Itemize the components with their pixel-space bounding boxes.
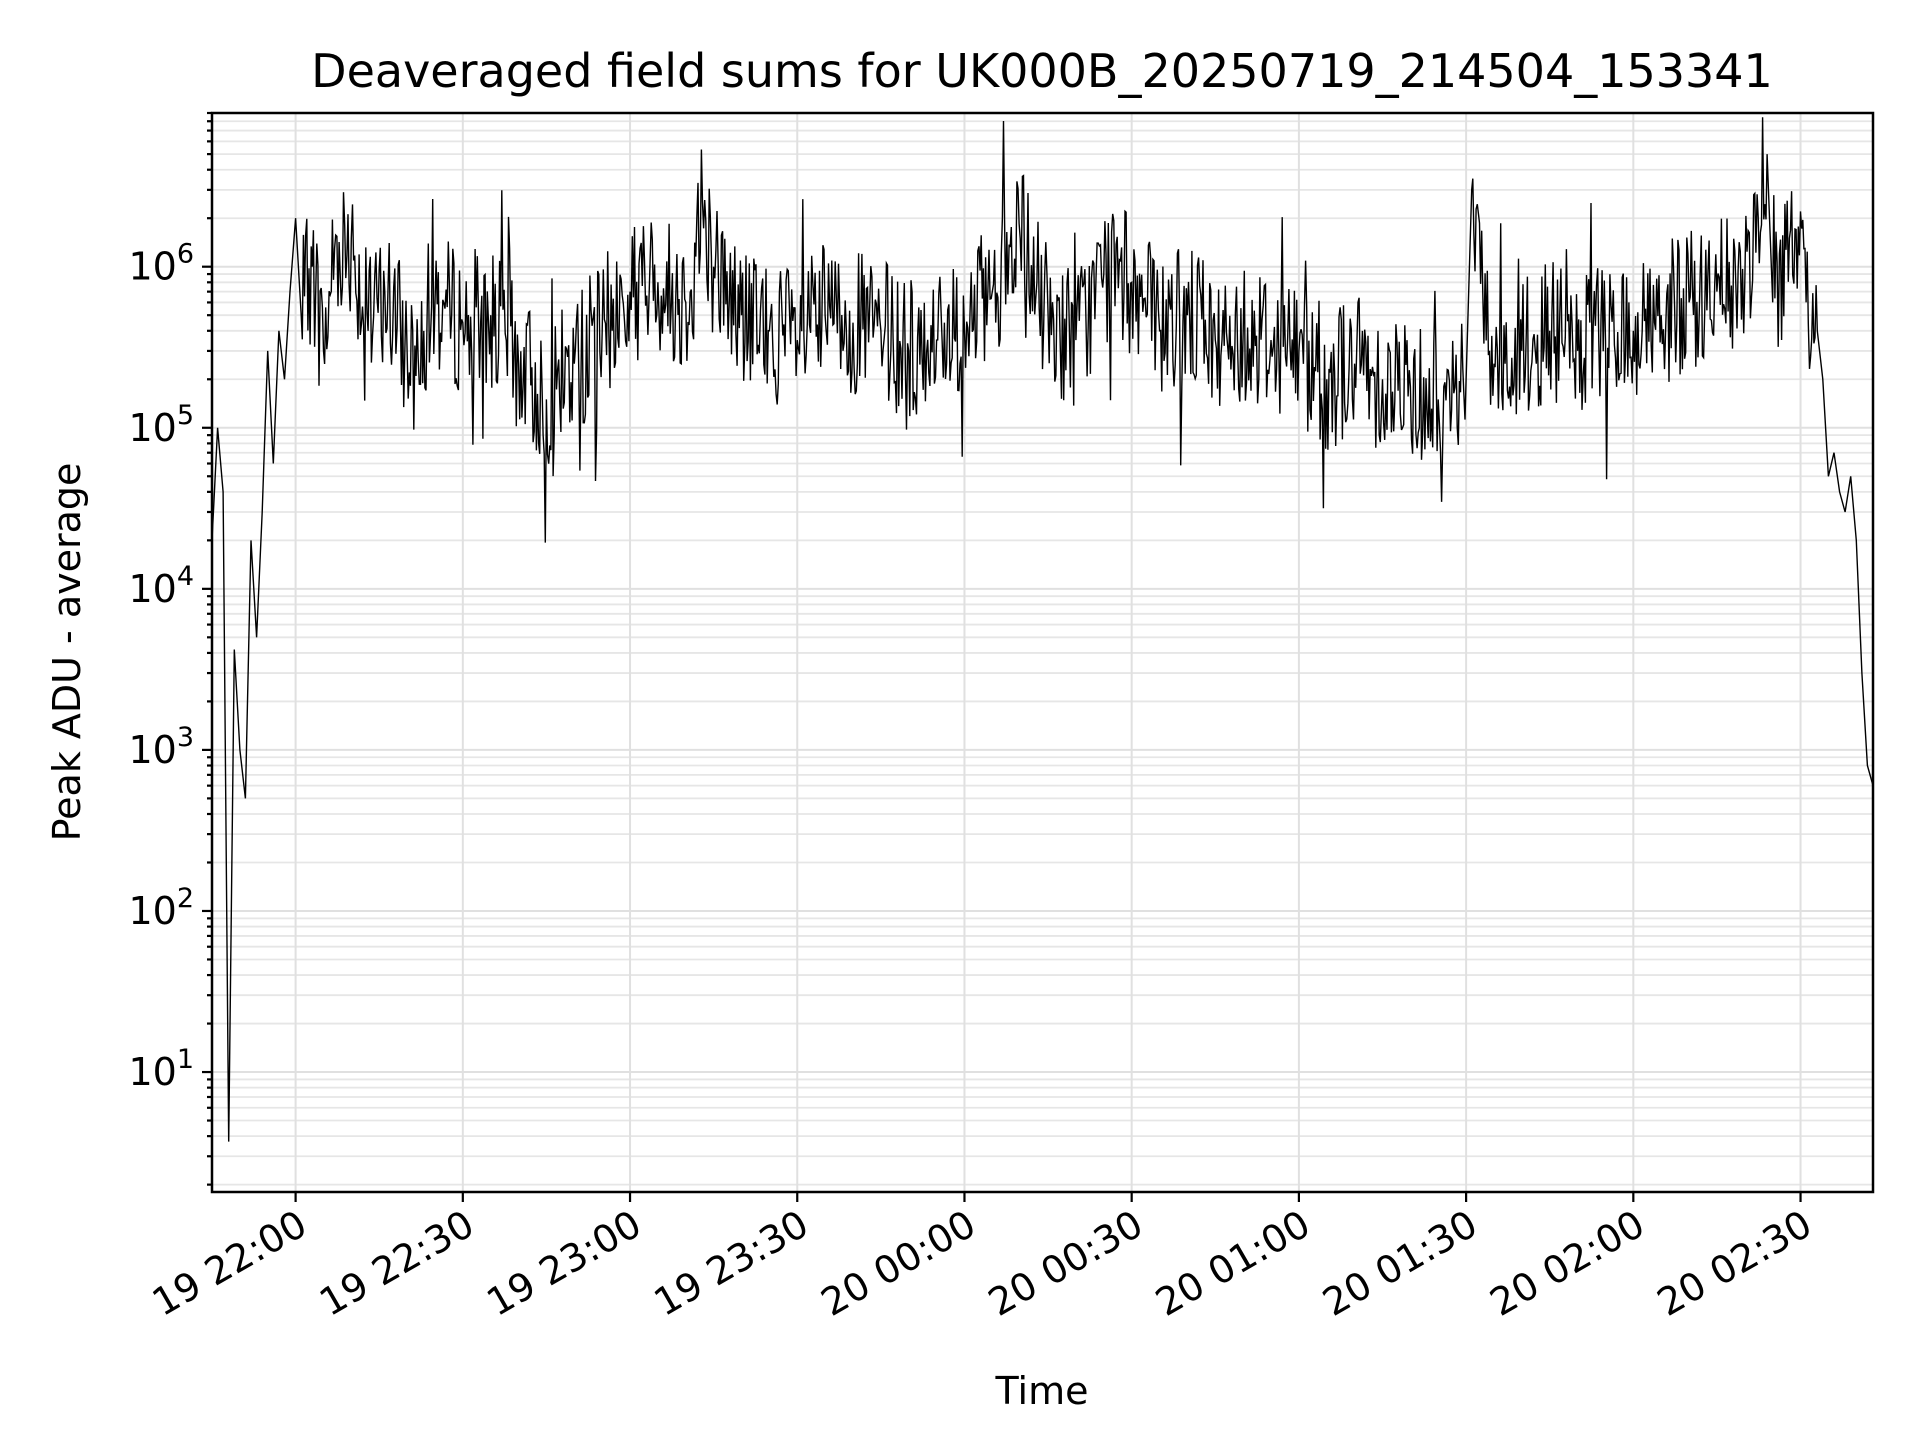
y-tick-label: 105 <box>128 400 194 450</box>
y-tick-base: 10 <box>128 728 176 772</box>
y-tick-base: 10 <box>128 889 176 933</box>
y-tick-label: 101 <box>128 1044 194 1094</box>
chart-title: Deaveraged field sums for UK000B_2025071… <box>311 44 1773 98</box>
grid <box>212 112 1873 1192</box>
y-tick-exponent: 5 <box>177 400 194 431</box>
y-tick-label: 102 <box>128 883 194 933</box>
y-tick-base: 10 <box>128 245 176 289</box>
y-tick-label: 104 <box>128 561 194 611</box>
y-tick-base: 10 <box>128 1050 176 1094</box>
y-tick-label: 103 <box>128 722 194 772</box>
data-series-line <box>211 117 1874 1142</box>
series-layer <box>211 117 1874 1142</box>
x-axis-label: Time <box>995 1369 1089 1413</box>
y-tick-label: 106 <box>128 239 194 289</box>
y-tick-exponent: 6 <box>177 239 194 270</box>
y-tick-exponent: 2 <box>177 883 194 914</box>
y-tick-base: 10 <box>128 406 176 450</box>
y-tick-base: 10 <box>128 567 176 611</box>
y-tick-exponent: 3 <box>177 722 194 753</box>
y-tick-exponent: 4 <box>177 561 194 592</box>
y-tick-exponent: 1 <box>177 1044 194 1075</box>
y-axis-label: Peak ADU - average <box>45 463 89 842</box>
